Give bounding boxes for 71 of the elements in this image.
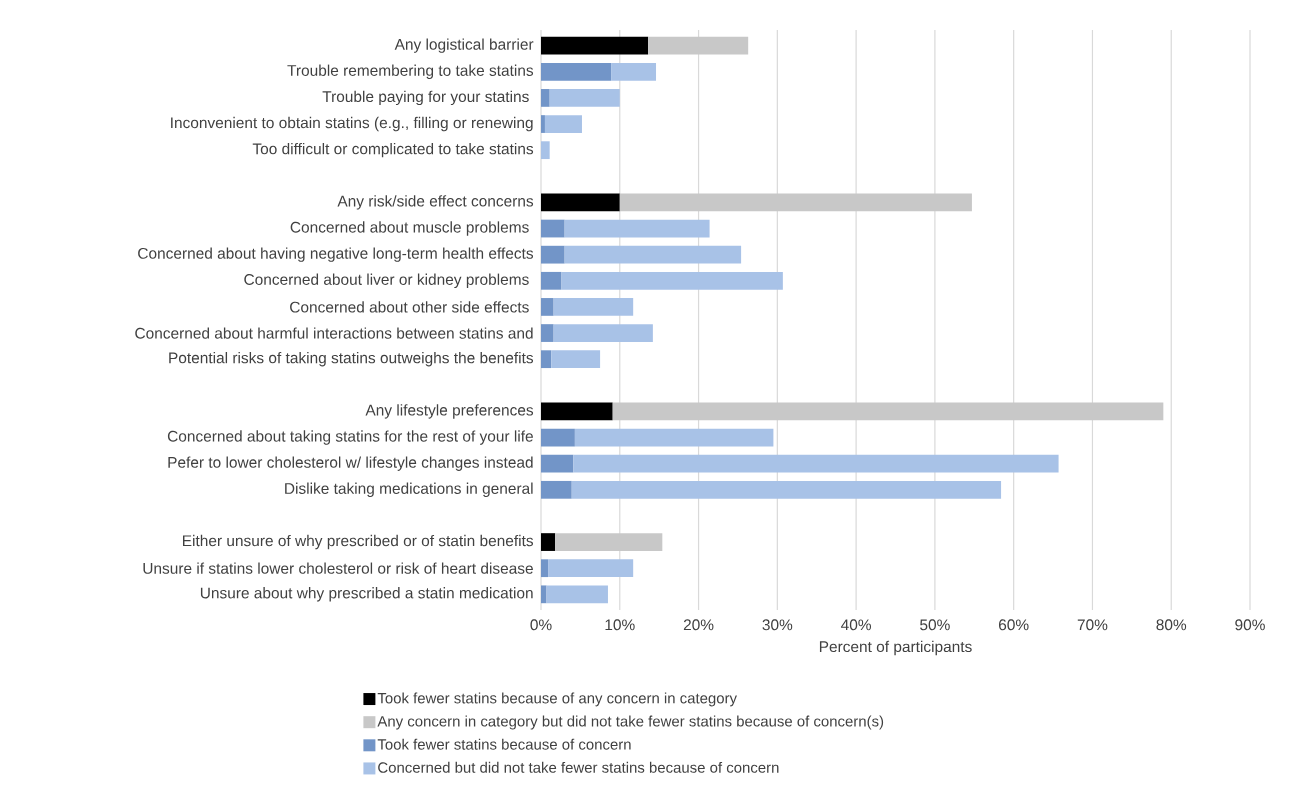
bar <box>541 219 565 238</box>
y-tick-label: Concerned about other side effects <box>290 301 529 313</box>
bar <box>541 193 620 212</box>
x-tick-label: 0% <box>530 619 552 631</box>
bar <box>541 62 612 81</box>
bar <box>541 298 554 316</box>
y-tick-label: Too difficult or complicated to take statins <box>252 142 534 158</box>
bar <box>612 402 1164 421</box>
bar <box>541 585 547 604</box>
y-tick-label: Any risk/side effect concerns <box>337 195 534 210</box>
bar <box>541 428 575 447</box>
legend-label: Any concern in category but did not take fewer statins because of concern(s) <box>377 715 884 730</box>
bar <box>555 533 663 551</box>
legend-label: Took fewer statins because of any concern in category <box>377 692 737 707</box>
bar <box>553 324 653 342</box>
x-tick-label: 70% <box>1077 619 1108 631</box>
bar <box>571 480 1002 499</box>
legend-label: Took fewer statins because of concern <box>377 738 631 750</box>
bar <box>553 298 634 316</box>
bar <box>619 193 972 212</box>
bar <box>564 219 710 238</box>
x-tick-label: 40% <box>841 619 872 631</box>
bar <box>541 89 550 107</box>
x-axis-title: Percent of participants <box>819 640 972 656</box>
bar <box>573 454 1059 473</box>
y-tick-label: Trouble paying for your statins <box>322 90 529 106</box>
y-tick-label: Unsure about why prescribed a statin medication <box>200 587 533 602</box>
y-tick-label: Concerned about harmful interactions between statins and <box>135 327 533 339</box>
bar <box>541 533 556 551</box>
bar <box>541 454 574 473</box>
bar <box>541 115 545 133</box>
x-tick-label: 80% <box>1156 619 1187 631</box>
y-tick-label: Potential risks of taking statins outweighs the benefits <box>169 351 534 367</box>
bar <box>548 559 634 578</box>
y-tick-label: Unsure if statins lower cholesterol or risk of heart disease <box>143 562 533 574</box>
y-tick-label: Any lifestyle preferences <box>365 404 534 419</box>
x-tick-label: 50% <box>920 619 950 631</box>
y-tick-label: Concerned about liver or kidney problems <box>244 273 529 288</box>
bar <box>561 271 783 290</box>
bar <box>541 402 613 421</box>
bar <box>546 585 608 604</box>
y-tick-label: Inconvenient to obtain statins (e.g., filling or renewing <box>171 116 533 132</box>
x-tick-label: 90% <box>1235 619 1265 631</box>
bar <box>544 115 582 133</box>
bar <box>541 324 554 342</box>
bar <box>541 245 565 264</box>
y-tick-label: Concerned about taking statins for the rest of your life <box>167 430 533 445</box>
y-tick-label: Pefer to lower cholesterol w/ lifestyle changes instead <box>168 456 533 471</box>
legend-label: Concerned but did not take fewer statins because of concern <box>378 761 779 773</box>
bar <box>564 245 742 264</box>
y-tick-label: Any logistical barrier <box>394 38 534 53</box>
bar <box>648 36 749 55</box>
bar <box>541 141 550 160</box>
bar <box>541 36 649 55</box>
bar <box>541 559 549 578</box>
y-tick-label: Either unsure of why prescribed or of statin benefits <box>183 534 534 550</box>
bar <box>611 62 657 81</box>
bar <box>551 350 601 369</box>
bar <box>541 480 572 499</box>
y-tick-label: Trouble remembering to take statins <box>287 64 534 79</box>
x-tick-label: 20% <box>683 619 714 631</box>
x-tick-label: 10% <box>605 619 635 631</box>
bar <box>541 271 562 290</box>
bar <box>549 89 620 107</box>
y-tick-label: Concerned about muscle problems <box>290 221 529 236</box>
bar <box>541 350 552 369</box>
x-tick-label: 30% <box>762 619 793 631</box>
x-tick-label: 60% <box>999 619 1029 631</box>
y-tick-label: Dislike taking medications in general <box>285 482 533 498</box>
bar <box>574 428 774 447</box>
y-tick-label: Concerned about having negative long-term health effects <box>138 247 534 262</box>
